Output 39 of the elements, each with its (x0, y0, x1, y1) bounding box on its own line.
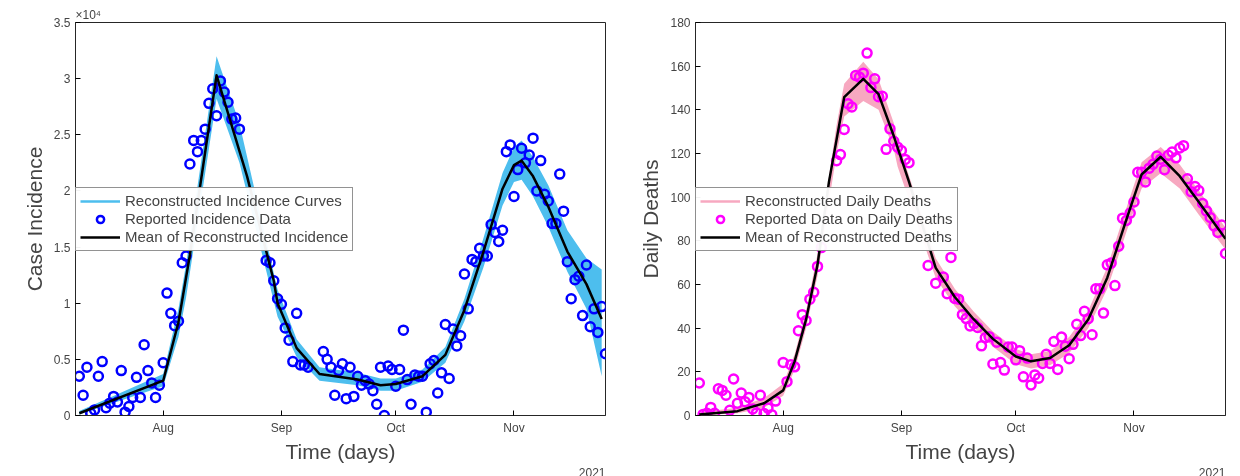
text: 2021 (578, 465, 606, 476)
text: 2021 (1198, 465, 1226, 476)
y-tick-label: 1.5 (53, 240, 71, 255)
legend-label: Mean of Reconstructed Incidence (125, 227, 349, 246)
y-axis-title: Case Incidence (22, 146, 46, 292)
y-tick-label: 0 (63, 409, 71, 423)
legend-label: Reported Incidence Data (125, 209, 291, 228)
y-tick-label: 20 (677, 365, 691, 380)
legend-label: Reported Data on Daily Deaths (745, 209, 953, 228)
text: ×10⁴ (75, 7, 102, 22)
y-tick-label: 160 (670, 59, 691, 74)
x-tick-label: Aug (772, 420, 794, 435)
y-tick-label: 2 (63, 184, 71, 199)
legend-label: Reconstructed Daily Deaths (745, 191, 931, 210)
y-axis-title: Daily Deaths (639, 159, 663, 279)
x-axis-title: Time (days) (285, 439, 396, 463)
y-tick-label: 2.5 (53, 128, 71, 143)
x-tick-label: Oct (386, 420, 406, 435)
x-tick-label: Sep (890, 420, 913, 435)
y-tick-label: 0.5 (53, 352, 71, 367)
y-tick-label: 3.5 (53, 16, 71, 30)
y-tick-label: 180 (670, 16, 691, 30)
y-tick-label: 0 (683, 409, 691, 423)
y-tick-label: 120 (670, 147, 691, 161)
x-tick-label: Nov (503, 420, 525, 435)
y-tick-label: 40 (677, 321, 691, 336)
y-tick-label: 140 (670, 103, 691, 118)
x-tick-label: Nov (1123, 420, 1145, 435)
legend-label: Mean of Reconstructed Deaths (745, 227, 952, 246)
x-tick-label: Oct (1006, 420, 1026, 435)
legend-label: Reconstructed Incidence Curves (125, 191, 342, 210)
x-tick-label: Aug (152, 420, 174, 435)
y-tick-label: 80 (677, 234, 691, 249)
y-tick-label: 60 (677, 278, 691, 292)
y-tick-label: 1 (63, 296, 71, 311)
y-tick-label: 100 (670, 190, 691, 205)
x-axis-title: Time (days) (905, 439, 1016, 463)
y-tick-label: 3 (63, 72, 71, 87)
x-tick-label: Sep (270, 420, 293, 435)
